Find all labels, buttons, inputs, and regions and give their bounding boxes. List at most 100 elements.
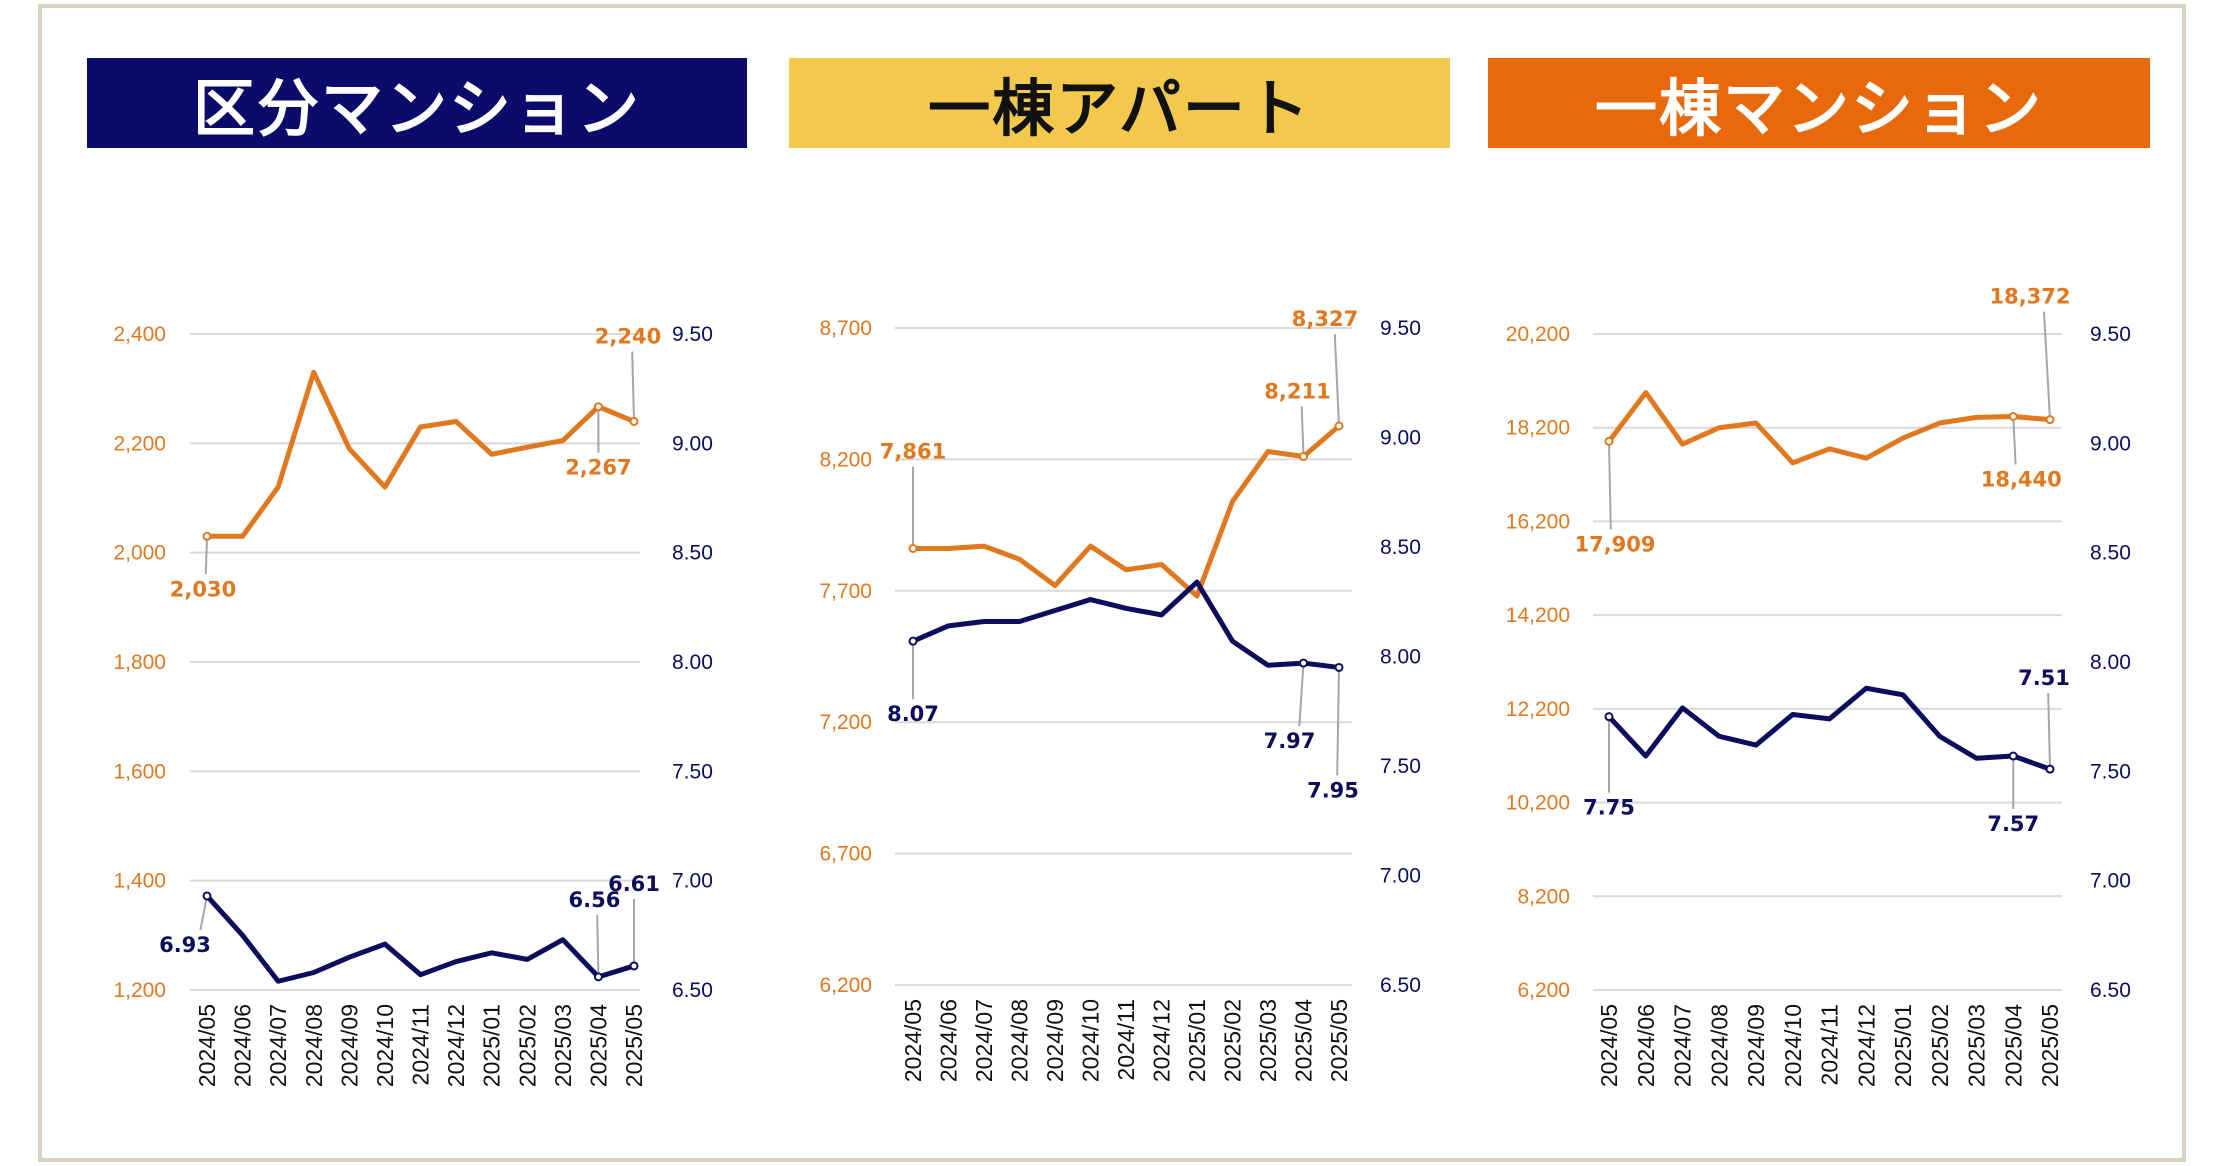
y-left-tick-label: 2,000 — [113, 542, 166, 565]
x-tick-label: 2025/01 — [1184, 999, 1210, 1082]
data-label: 7.97 — [1264, 729, 1316, 753]
x-tick-label: 2025/01 — [1890, 1004, 1916, 1087]
banner-itto-mansion: 一棟マンション — [1488, 58, 2150, 148]
y-right-tick-label: 9.00 — [2090, 432, 2131, 455]
report-frame — [38, 4, 2186, 1162]
data-label: 8,211 — [1264, 380, 1330, 404]
data-point-marker — [202, 531, 212, 541]
data-point-marker — [629, 961, 639, 971]
x-tick-label: 2025/03 — [550, 1004, 576, 1087]
y-left-tick-label: 10,200 — [1506, 792, 1570, 815]
x-tick-label: 2024/09 — [1743, 1004, 1769, 1087]
x-tick-label: 2025/05 — [2037, 1004, 2063, 1087]
data-point-marker — [908, 636, 918, 646]
x-tick-label: 2024/05 — [1596, 1004, 1622, 1087]
y-right-tick-label: 8.50 — [1380, 536, 1421, 559]
data-label: 6.61 — [608, 872, 660, 896]
leader-line — [1608, 441, 1612, 530]
x-tick-label: 2025/05 — [1326, 999, 1352, 1082]
data-point-marker — [1334, 662, 1344, 672]
data-label: 8.07 — [887, 702, 939, 726]
y-left-tick-label: 8,200 — [819, 448, 872, 471]
banner-title: 一棟マンション — [1594, 72, 2043, 145]
yield-series-line — [204, 893, 637, 984]
data-label: 2,030 — [170, 577, 236, 601]
data-point-marker — [593, 972, 603, 982]
x-tick-label: 2024/09 — [336, 1004, 362, 1087]
leader-line — [1336, 667, 1340, 776]
y-left-tick-label: 1,400 — [113, 870, 166, 893]
data-point-marker — [1604, 712, 1614, 722]
y-left-tick-label: 16,200 — [1506, 510, 1570, 533]
data-label: 7.51 — [2018, 666, 2070, 690]
y-left-tick-label: 1,600 — [113, 760, 166, 783]
price-series-line — [1606, 390, 2053, 466]
leader-line — [204, 536, 208, 575]
yield-series-line — [910, 579, 1342, 670]
data-point-marker — [202, 891, 212, 901]
x-tick-label: 2025/02 — [1927, 1004, 1953, 1087]
x-tick-label: 2025/01 — [479, 1004, 505, 1087]
yield-series-line — [1606, 685, 2053, 772]
y-left-tick-label: 2,400 — [113, 323, 166, 346]
x-tick-label: 2024/12 — [1149, 999, 1175, 1082]
x-tick-label: 2024/08 — [1007, 999, 1033, 1082]
x-tick-label: 2025/05 — [621, 1004, 647, 1087]
x-tick-label: 2024/07 — [1670, 1004, 1696, 1087]
data-label: 7,861 — [880, 439, 946, 463]
x-tick-label: 2025/02 — [1220, 999, 1246, 1082]
x-tick-label: 2024/11 — [1113, 999, 1139, 1080]
y-right-tick-label: 7.00 — [672, 870, 713, 893]
x-tick-label: 2024/12 — [443, 1004, 469, 1087]
y-left-tick-label: 7,200 — [819, 711, 872, 734]
data-point-marker — [1334, 421, 1344, 431]
y-right-tick-label: 9.50 — [672, 323, 713, 346]
y-right-tick-label: 7.50 — [2090, 760, 2131, 783]
data-point-marker — [2008, 411, 2018, 421]
y-right-tick-label: 8.00 — [1380, 646, 1421, 669]
x-tick-label: 2024/06 — [1633, 1004, 1659, 1087]
x-tick-label: 2025/04 — [1291, 999, 1317, 1082]
y-left-tick-label: 18,200 — [1506, 417, 1570, 440]
x-tick-label: 2024/05 — [900, 999, 926, 1082]
y-right-tick-label: 6.50 — [672, 979, 713, 1002]
x-tick-label: 2024/12 — [1853, 1004, 1879, 1087]
y-right-tick-label: 9.00 — [672, 432, 713, 455]
leader-line — [1333, 333, 1340, 427]
x-tick-label: 2025/03 — [1255, 999, 1281, 1082]
data-label: 7.95 — [1307, 778, 1359, 802]
leader-line — [2043, 311, 2051, 420]
y-right-tick-label: 8.50 — [2090, 542, 2131, 565]
x-tick-label: 2025/04 — [585, 1004, 611, 1087]
y-right-tick-label: 6.50 — [1380, 974, 1421, 997]
leader-line — [1300, 406, 1305, 457]
y-right-tick-label: 9.50 — [2090, 323, 2131, 346]
y-left-tick-label: 8,700 — [819, 317, 872, 340]
data-point-marker — [908, 543, 918, 553]
data-point-marker — [593, 402, 603, 412]
leader-line — [199, 895, 208, 931]
y-left-tick-label: 2,200 — [113, 432, 166, 455]
x-tick-label: 2025/04 — [2000, 1004, 2026, 1087]
y-right-tick-label: 7.00 — [1380, 865, 1421, 888]
data-label: 7.57 — [1987, 812, 2039, 836]
x-tick-label: 2024/06 — [230, 1004, 256, 1087]
y-right-tick-label: 6.50 — [2090, 979, 2131, 1002]
banner-itto-apart: 一棟アパート — [789, 58, 1450, 148]
y-left-tick-label: 1,800 — [113, 651, 166, 674]
leader-line — [631, 351, 635, 422]
y-left-tick-label: 6,200 — [819, 974, 872, 997]
x-tick-label: 2024/08 — [1706, 1004, 1732, 1087]
data-point-marker — [2045, 415, 2055, 425]
x-tick-label: 2024/11 — [408, 1004, 434, 1085]
data-point-marker — [1604, 436, 1614, 446]
price-series-line — [204, 369, 637, 539]
x-tick-label: 2024/07 — [265, 1004, 291, 1087]
y-right-tick-label: 7.50 — [1380, 755, 1421, 778]
leader-line — [2012, 416, 2017, 465]
banner-title: 一棟アパート — [928, 72, 1311, 145]
price-series-line — [910, 423, 1342, 599]
y-left-tick-label: 6,200 — [1517, 979, 1570, 1002]
data-point-marker — [1299, 658, 1308, 668]
data-label: 2,240 — [595, 324, 661, 348]
